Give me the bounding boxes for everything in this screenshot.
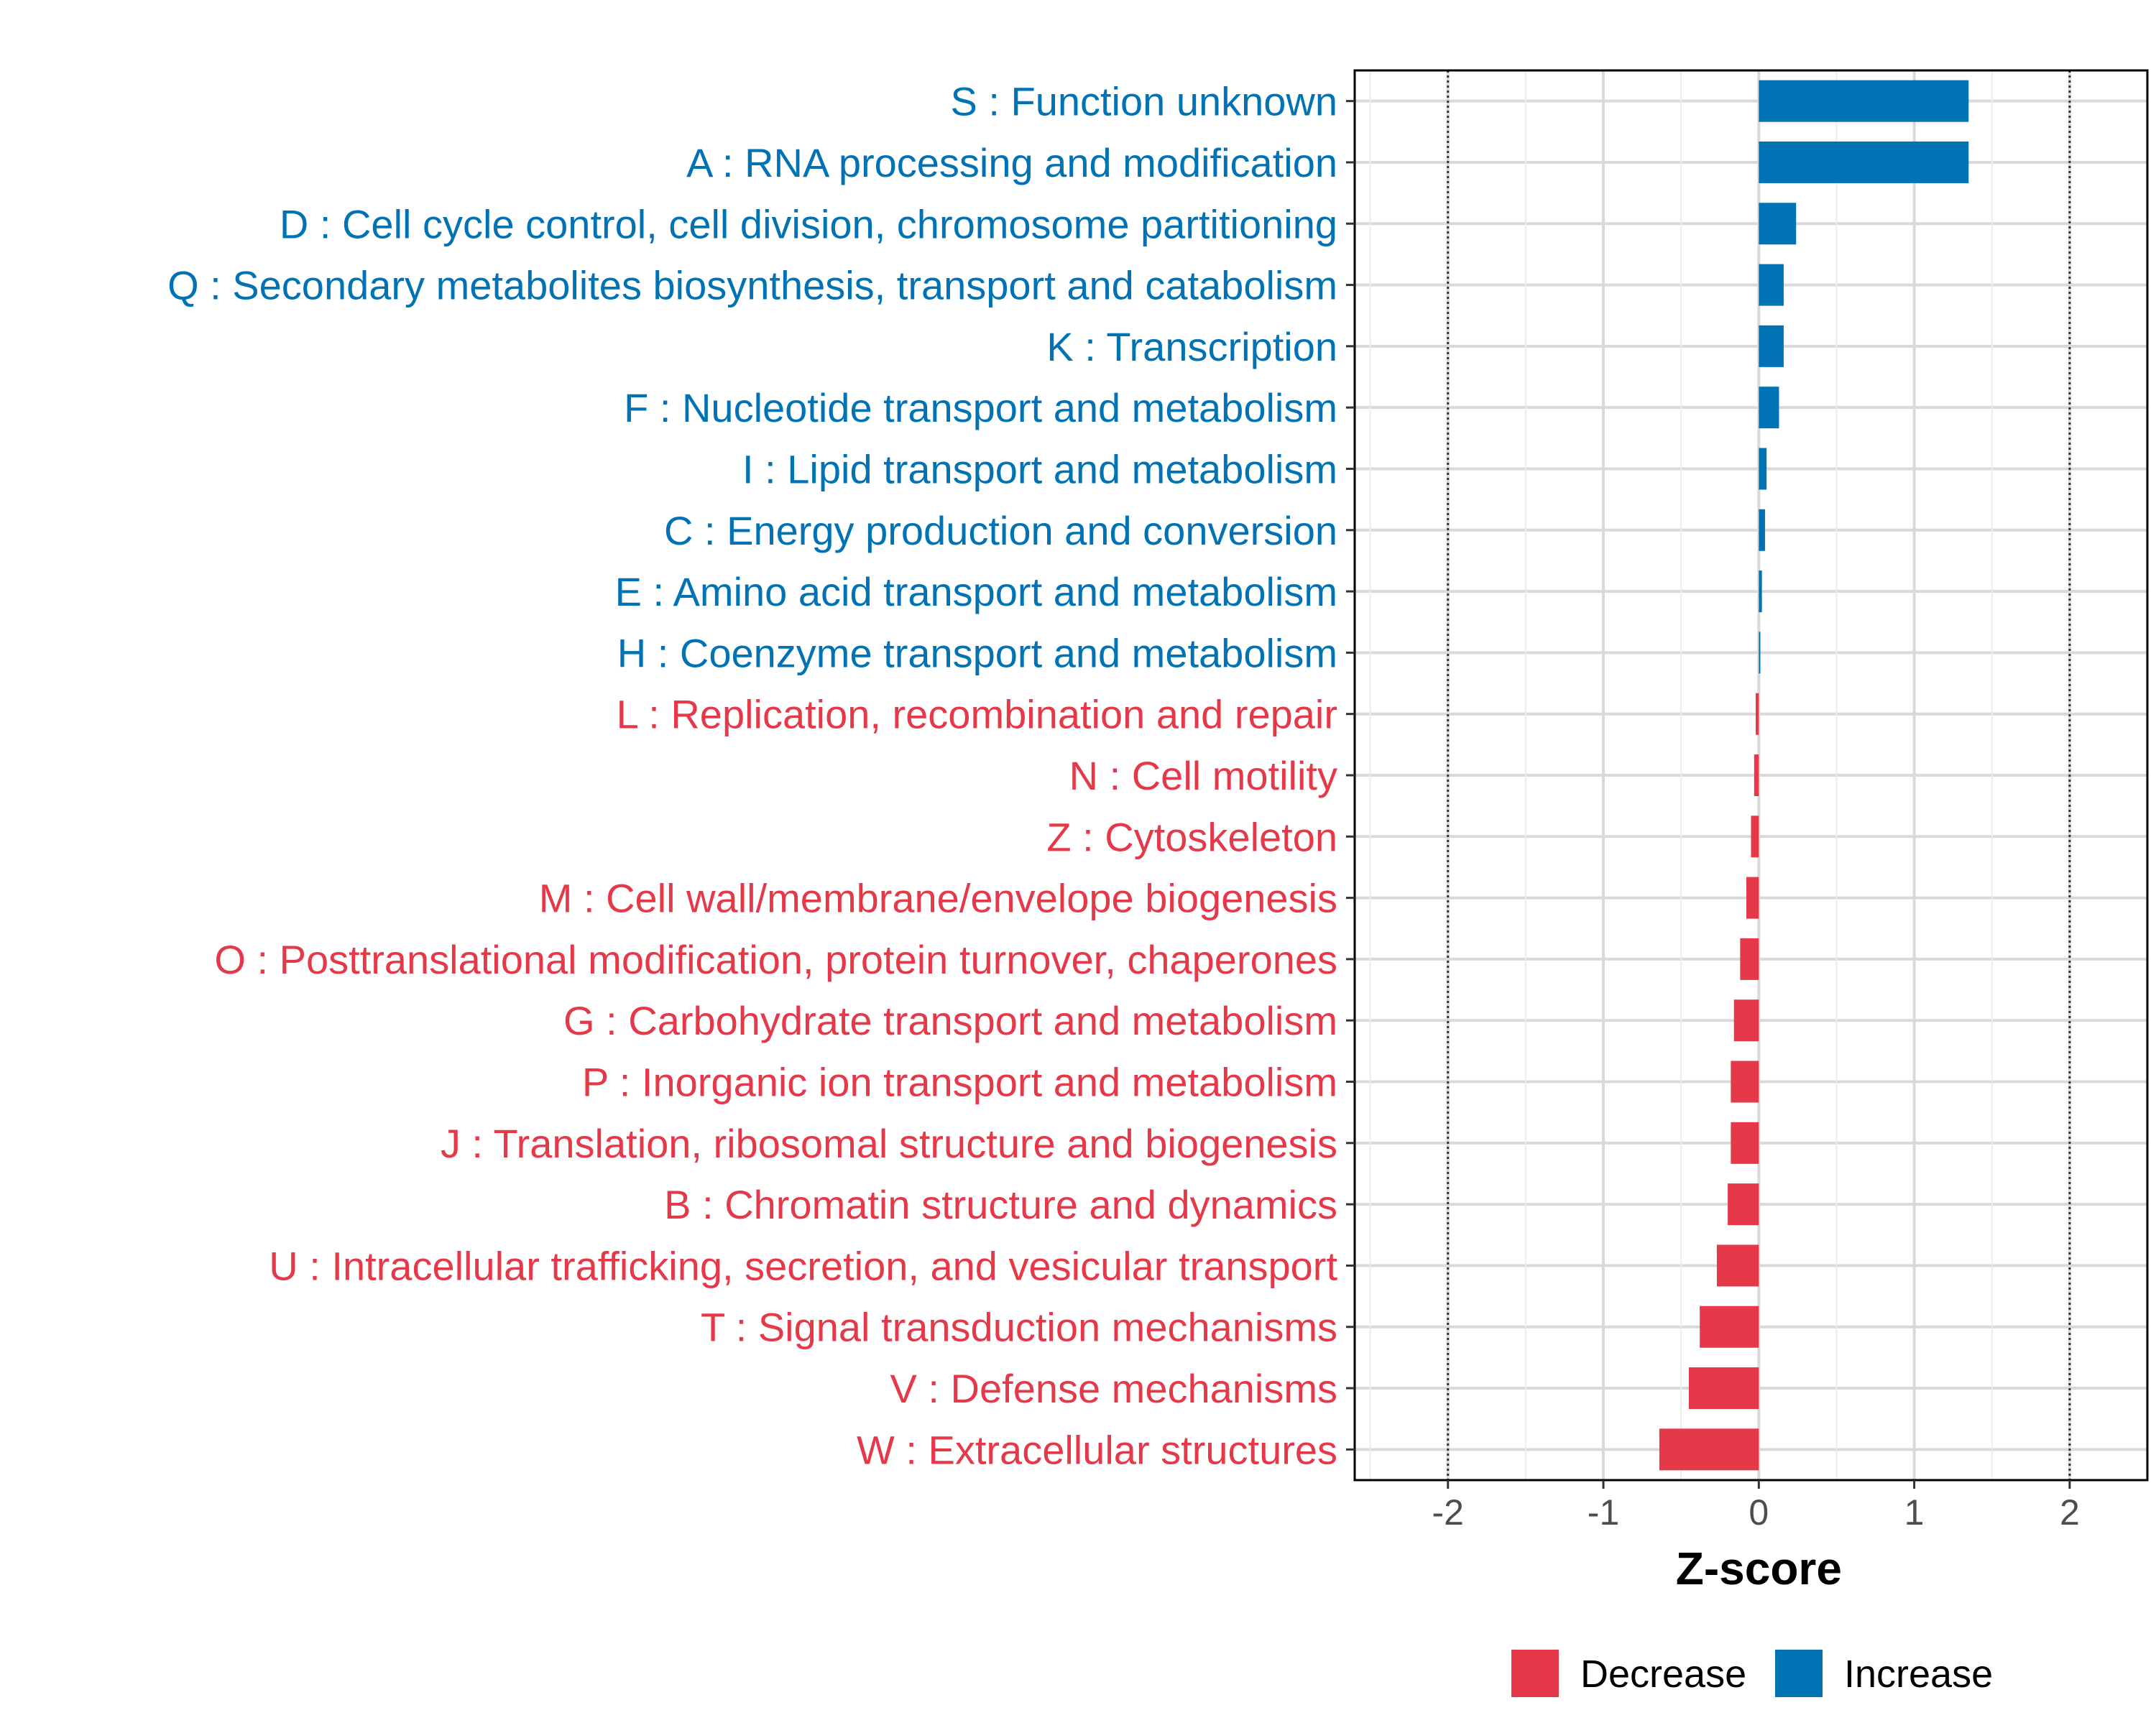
y-tick-label: E : Amino acid transport and metabolism bbox=[615, 569, 1337, 614]
bar bbox=[1751, 816, 1759, 858]
y-tick-label: A : RNA processing and modification bbox=[686, 140, 1337, 185]
bar bbox=[1731, 1122, 1759, 1164]
legend-label: Increase bbox=[1844, 1653, 1993, 1696]
bar bbox=[1731, 1061, 1759, 1103]
y-tick-label: P : Inorganic ion transport and metaboli… bbox=[582, 1060, 1337, 1105]
x-axis: -2 -1 0 1 2 bbox=[1432, 1480, 2080, 1533]
bar bbox=[1755, 693, 1759, 735]
y-axis: S : Function unknown A : RNA processing a… bbox=[167, 79, 1355, 1472]
y-tick-label: O : Posttranslational modification, prot… bbox=[214, 937, 1337, 982]
x-tick-label: -2 bbox=[1432, 1492, 1464, 1533]
y-tick-label: I : Lipid transport and metabolism bbox=[742, 446, 1337, 491]
bar bbox=[1759, 570, 1762, 613]
y-tick-label: K : Transcription bbox=[1046, 324, 1337, 369]
bar bbox=[1733, 999, 1759, 1042]
y-tick-label: C : Energy production and conversion bbox=[664, 508, 1337, 553]
x-tick-label: 0 bbox=[1749, 1492, 1769, 1533]
bar bbox=[1688, 1367, 1759, 1410]
y-tick-label: L : Replication, recombination and repai… bbox=[617, 692, 1337, 737]
bar bbox=[1754, 754, 1759, 797]
bar bbox=[1759, 80, 1969, 122]
bar bbox=[1746, 877, 1759, 919]
reference-lines bbox=[1447, 70, 2071, 1480]
bar bbox=[1759, 203, 1797, 245]
legend: Decrease Increase bbox=[1511, 1650, 1993, 1697]
y-tick-label: D : Cell cycle control, cell division, c… bbox=[280, 201, 1337, 246]
bar bbox=[1659, 1428, 1759, 1471]
y-tick-label: B : Chromatin structure and dynamics bbox=[664, 1182, 1337, 1227]
y-tick-label: S : Function unknown bbox=[950, 79, 1337, 124]
bar bbox=[1759, 632, 1761, 674]
x-tick-label: -1 bbox=[1588, 1492, 1619, 1533]
bar bbox=[1759, 509, 1765, 551]
y-tick-label: M : Cell wall/membrane/envelope biogenes… bbox=[539, 876, 1337, 921]
bar-layer bbox=[1659, 80, 1969, 1471]
x-axis-title: Z-score bbox=[1676, 1543, 1842, 1594]
y-tick-label: Z : Cytoskeleton bbox=[1046, 814, 1337, 859]
y-tick-label: Q : Secondary metabolites biosynthesis, … bbox=[167, 263, 1337, 308]
y-tick-label: T : Signal transduction mechanisms bbox=[701, 1305, 1337, 1350]
bar bbox=[1759, 264, 1784, 306]
bar bbox=[1716, 1244, 1759, 1287]
bar bbox=[1759, 387, 1779, 429]
y-tick-label: H : Coenzyme transport and metabolism bbox=[617, 630, 1337, 675]
bar bbox=[1759, 141, 1969, 183]
y-tick-label: V : Defense mechanisms bbox=[890, 1366, 1337, 1411]
legend-swatch bbox=[1775, 1650, 1823, 1697]
y-tick-label: W : Extracellular structures bbox=[857, 1427, 1337, 1472]
bar bbox=[1759, 448, 1767, 490]
bar bbox=[1759, 325, 1784, 367]
x-tick-label: 1 bbox=[1904, 1492, 1925, 1533]
legend-label: Decrease bbox=[1580, 1653, 1746, 1696]
bar bbox=[1728, 1183, 1759, 1226]
x-tick-label: 2 bbox=[2060, 1492, 2080, 1533]
y-tick-label: G : Carbohydrate transport and metabolis… bbox=[563, 998, 1337, 1043]
y-tick-label: U : Intracellular trafficking, secretion… bbox=[269, 1243, 1337, 1288]
legend-swatch bbox=[1511, 1650, 1559, 1697]
bar bbox=[1700, 1306, 1759, 1348]
y-tick-label: N : Cell motility bbox=[1069, 753, 1337, 798]
y-tick-label: F : Nucleotide transport and metabolism bbox=[624, 385, 1337, 430]
y-tick-label: J : Translation, ribosomal structure and… bbox=[441, 1121, 1337, 1166]
bar bbox=[1740, 938, 1759, 980]
